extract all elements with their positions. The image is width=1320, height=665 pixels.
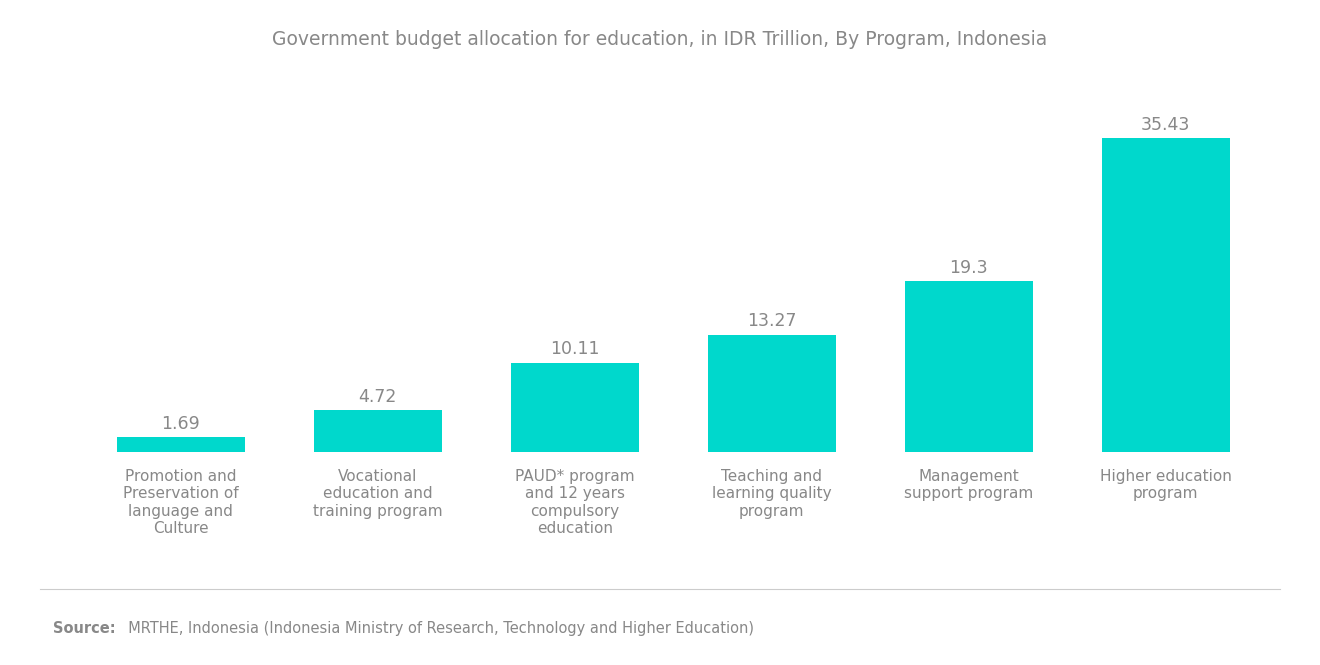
Bar (1102, 138, 1230, 452)
Bar (116, 437, 244, 452)
Text: Government budget allocation for education, in IDR Trillion, By Program, Indones: Government budget allocation for educati… (272, 30, 1048, 49)
Text: 35.43: 35.43 (1140, 116, 1191, 134)
Text: 1.69: 1.69 (161, 415, 201, 433)
Text: MRTHE, Indonesia (Indonesia Ministry of Research, Technology and Higher Educatio: MRTHE, Indonesia (Indonesia Ministry of … (119, 621, 754, 636)
Text: 19.3: 19.3 (949, 259, 987, 277)
Text: 10.11: 10.11 (550, 340, 599, 358)
Text: 13.27: 13.27 (747, 312, 796, 330)
Bar (904, 281, 1032, 452)
Text: 4.72: 4.72 (359, 388, 397, 406)
Bar (708, 334, 836, 452)
Text: Source:: Source: (53, 621, 115, 636)
Bar (511, 362, 639, 452)
Bar (314, 410, 442, 452)
